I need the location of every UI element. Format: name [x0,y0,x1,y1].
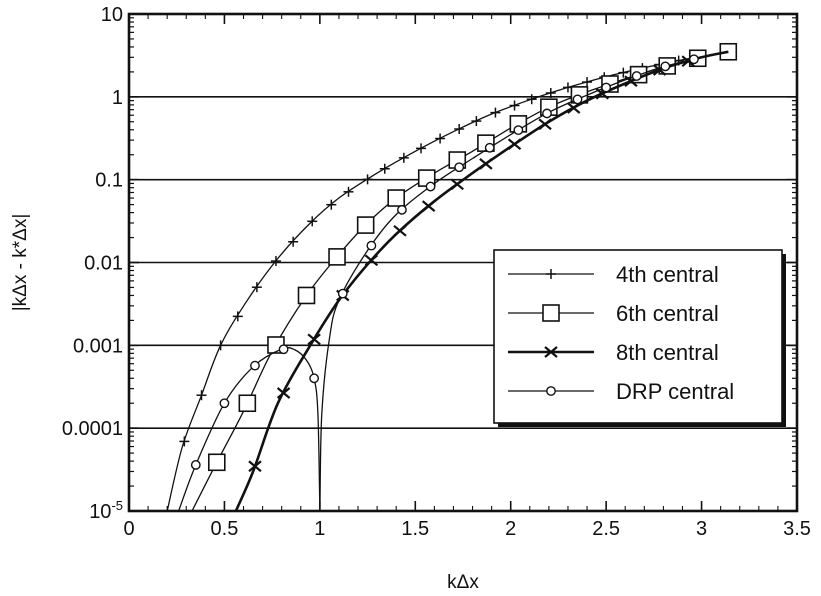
x-tick-label: 0.5 [211,518,239,540]
y-tick-label: 10 [101,4,123,26]
x-tick-label: 1 [314,518,325,540]
data-point [425,181,436,192]
y-axis-label: |kΔx - k*Δx| [10,214,31,312]
data-point [660,61,671,72]
data-point [278,344,289,355]
tick-marks [128,13,798,512]
data-point [379,163,390,174]
data-point [416,143,427,154]
data-point [362,174,373,185]
data-point [366,240,377,251]
data-point [582,77,593,88]
data-point [356,216,375,234]
x-tick-label: 2 [505,518,516,540]
data-point [248,460,262,473]
data-point [509,100,520,111]
series-line [177,347,321,512]
series-8th-central [234,50,729,512]
data-point [297,286,316,305]
data-point [309,373,320,384]
x-axis-label: kΔx [447,572,479,593]
x-tick-label: 0 [123,518,134,540]
data-point [393,224,407,237]
data-point [618,67,629,78]
data-point [190,460,201,470]
y-tick-label: 0.1 [95,170,123,192]
legend-entry: 6th central [508,301,719,326]
data-point [337,288,348,299]
data-point [207,453,226,472]
data-point [179,436,190,447]
data-point [601,82,612,93]
x-tick-label: 1.5 [401,518,429,540]
data-point [398,152,409,163]
data-point [566,102,581,114]
data-point [479,158,493,170]
legend: 4th central 6th central 8th central DRP cen… [493,249,786,427]
legend-marker [544,346,558,358]
data-point [631,71,642,81]
data-point [364,254,379,267]
y-tick-label: 0.0001 [62,418,123,440]
legend-marker [546,269,556,279]
x-tick-label: 3.5 [783,518,811,540]
data-point [689,54,699,65]
data-point [450,178,464,191]
data-point [526,94,537,105]
data-point [307,333,321,346]
data-point [343,186,354,197]
data-point [238,394,257,413]
data-point [572,94,583,105]
legend-marker [542,304,560,322]
data-point [397,204,407,215]
legend-label: 6th central [616,301,719,326]
data-point [250,360,260,371]
legend-label: DRP central [616,379,734,404]
y-tick-label: 0.001 [73,335,123,357]
data-point [507,138,522,151]
data-point [454,162,465,173]
data-point [513,125,524,136]
data-point [435,133,446,144]
data-point [421,200,436,212]
data-point [232,311,243,322]
series-layer [166,42,738,512]
legend-box [493,249,783,424]
data-point [219,398,230,409]
y-tick-label: 10-5 [89,498,123,523]
data-point [328,248,346,266]
data-point [307,216,318,227]
data-point [484,142,495,153]
data-point [196,390,207,401]
x-tick-label: 3 [696,518,707,540]
data-point [215,340,226,351]
data-point [490,107,501,118]
x-tick-label: 2.5 [592,518,620,540]
data-point [387,189,406,207]
y-tick-label: 0.01 [84,253,123,275]
series-line [234,50,729,512]
legend-entry: DRP central [508,379,734,404]
data-point [471,116,482,127]
data-point [276,387,291,399]
data-point [542,108,552,119]
data-point [454,123,465,134]
data-point [545,87,556,98]
legend-entry: 8th central [508,340,719,365]
legend-label: 4th central [616,262,719,287]
legend-marker [546,386,556,396]
y-tick-label: 1 [112,87,123,109]
data-point [251,282,262,293]
series-drp-central [177,51,729,512]
data-point [538,118,552,131]
legend-entry: 4th central [508,262,719,287]
legend-label: 8th central [616,340,719,365]
data-point [288,236,299,247]
data-point [326,199,337,210]
series-line [319,51,729,512]
data-point [270,256,281,267]
